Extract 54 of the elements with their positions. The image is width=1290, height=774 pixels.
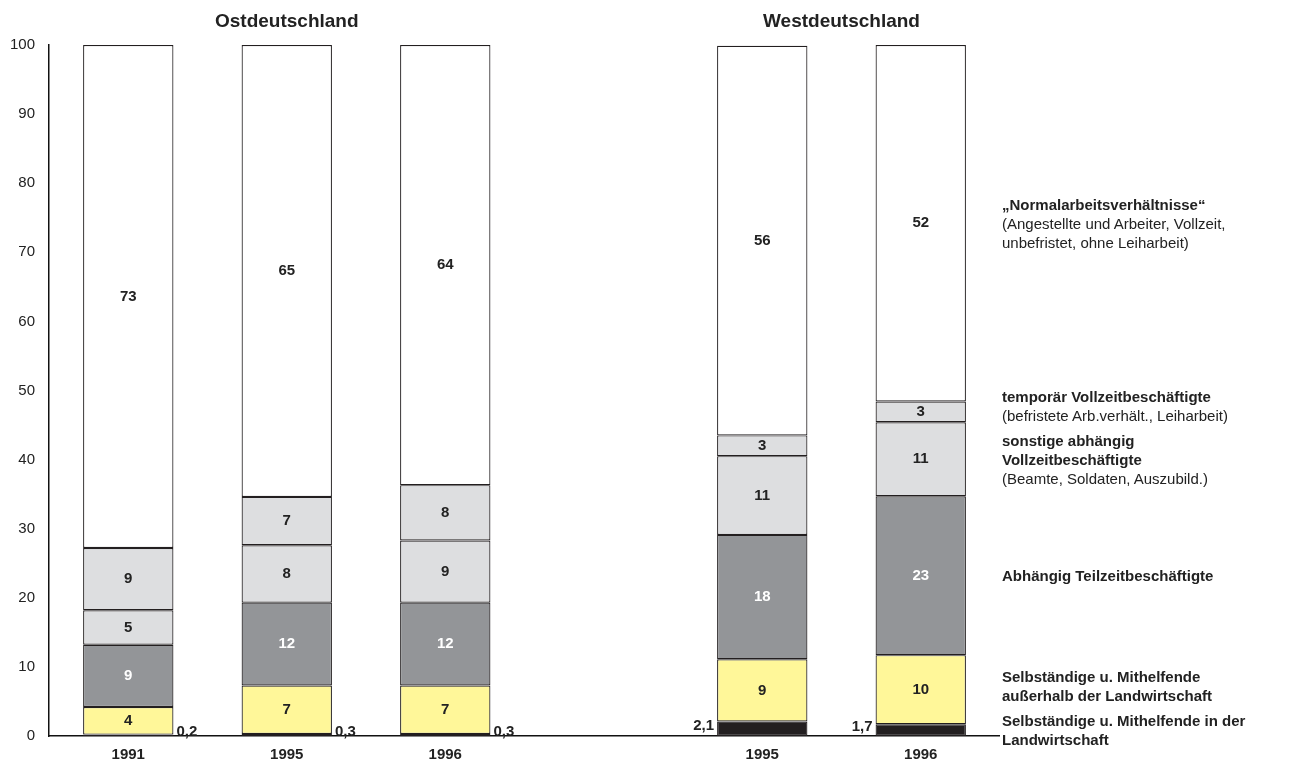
y-tick-label: 40: [18, 449, 36, 467]
data-label: 9: [124, 666, 133, 684]
y-tick-label: 80: [18, 173, 36, 191]
data-label: 18: [753, 587, 771, 605]
y-tick-label: 0: [26, 726, 36, 744]
text: sonstige abhängig Vollzeitbeschäftigte (Beamte, Soldaten, Auszubild.): [1002, 430, 1209, 487]
data-label: 9: [441, 561, 450, 579]
data-label: 9: [758, 680, 767, 698]
data-label: 8: [441, 502, 450, 520]
data-label: 5: [124, 617, 133, 635]
data-label: 2,1: [693, 715, 715, 733]
data-label: 52: [912, 213, 930, 231]
y-tick-label: 20: [18, 587, 36, 605]
data-label: 9: [124, 569, 133, 587]
x-tick-label: 1991: [111, 745, 145, 763]
data-label: 0,3: [493, 722, 515, 740]
data-label: 12: [278, 634, 296, 652]
data-label: 7: [441, 699, 450, 717]
x-tick-label: 1995: [745, 745, 779, 763]
x-tick-label: 1996: [904, 745, 938, 763]
y-tick-label: 30: [18, 518, 36, 536]
y-tick-label: 90: [18, 104, 36, 122]
data-label: 73: [119, 286, 137, 304]
text: Selbständige u. Mithelfende in der Landwirtschaft: [1002, 711, 1247, 750]
data-label: 11: [754, 485, 771, 503]
data-label: 3: [758, 435, 767, 453]
text: „Normalarbeitsverhältnisse“ (Angestellte und Arbeiter, Vollzeit, unbefristet, ohne Leiharbeit): [1002, 194, 1227, 251]
text: Abhängig Teilzeitbeschäftigte: [1002, 566, 1215, 586]
data-label: 64: [436, 255, 455, 273]
text: temporär Vollzeitbeschäftigte (befristete Arb.verhält., Leiharbeit): [1002, 386, 1229, 424]
x-tick-label: 1996: [428, 745, 462, 763]
y-tick-label: 10: [18, 657, 36, 675]
data-label: 65: [278, 261, 296, 279]
y-tick-label: 50: [18, 380, 36, 398]
data-label: 1,7: [851, 717, 873, 735]
data-label: 56: [753, 230, 771, 248]
data-label: 7: [282, 511, 291, 529]
text: Selbständige u. Mithelfende außerhalb der Landwirtschaft: [1002, 667, 1214, 706]
y-tick-label: 70: [18, 242, 36, 260]
text: Ostdeutschland: [214, 10, 359, 32]
data-label: 10: [912, 679, 930, 697]
x-tick-label: 1995: [270, 745, 304, 763]
data-label: 4: [124, 710, 134, 728]
data-label: 11: [912, 449, 929, 467]
text: Westdeutschland: [763, 10, 920, 32]
data-label: 23: [912, 565, 930, 583]
y-tick-label: 60: [18, 311, 36, 329]
data-label: 3: [916, 402, 925, 420]
data-label: 12: [436, 634, 454, 652]
data-label: 7: [282, 699, 291, 717]
data-label: 0,2: [176, 722, 198, 740]
y-tick-label: 100: [10, 35, 36, 53]
data-label: 8: [282, 564, 291, 582]
data-label: 0,3: [334, 722, 356, 740]
